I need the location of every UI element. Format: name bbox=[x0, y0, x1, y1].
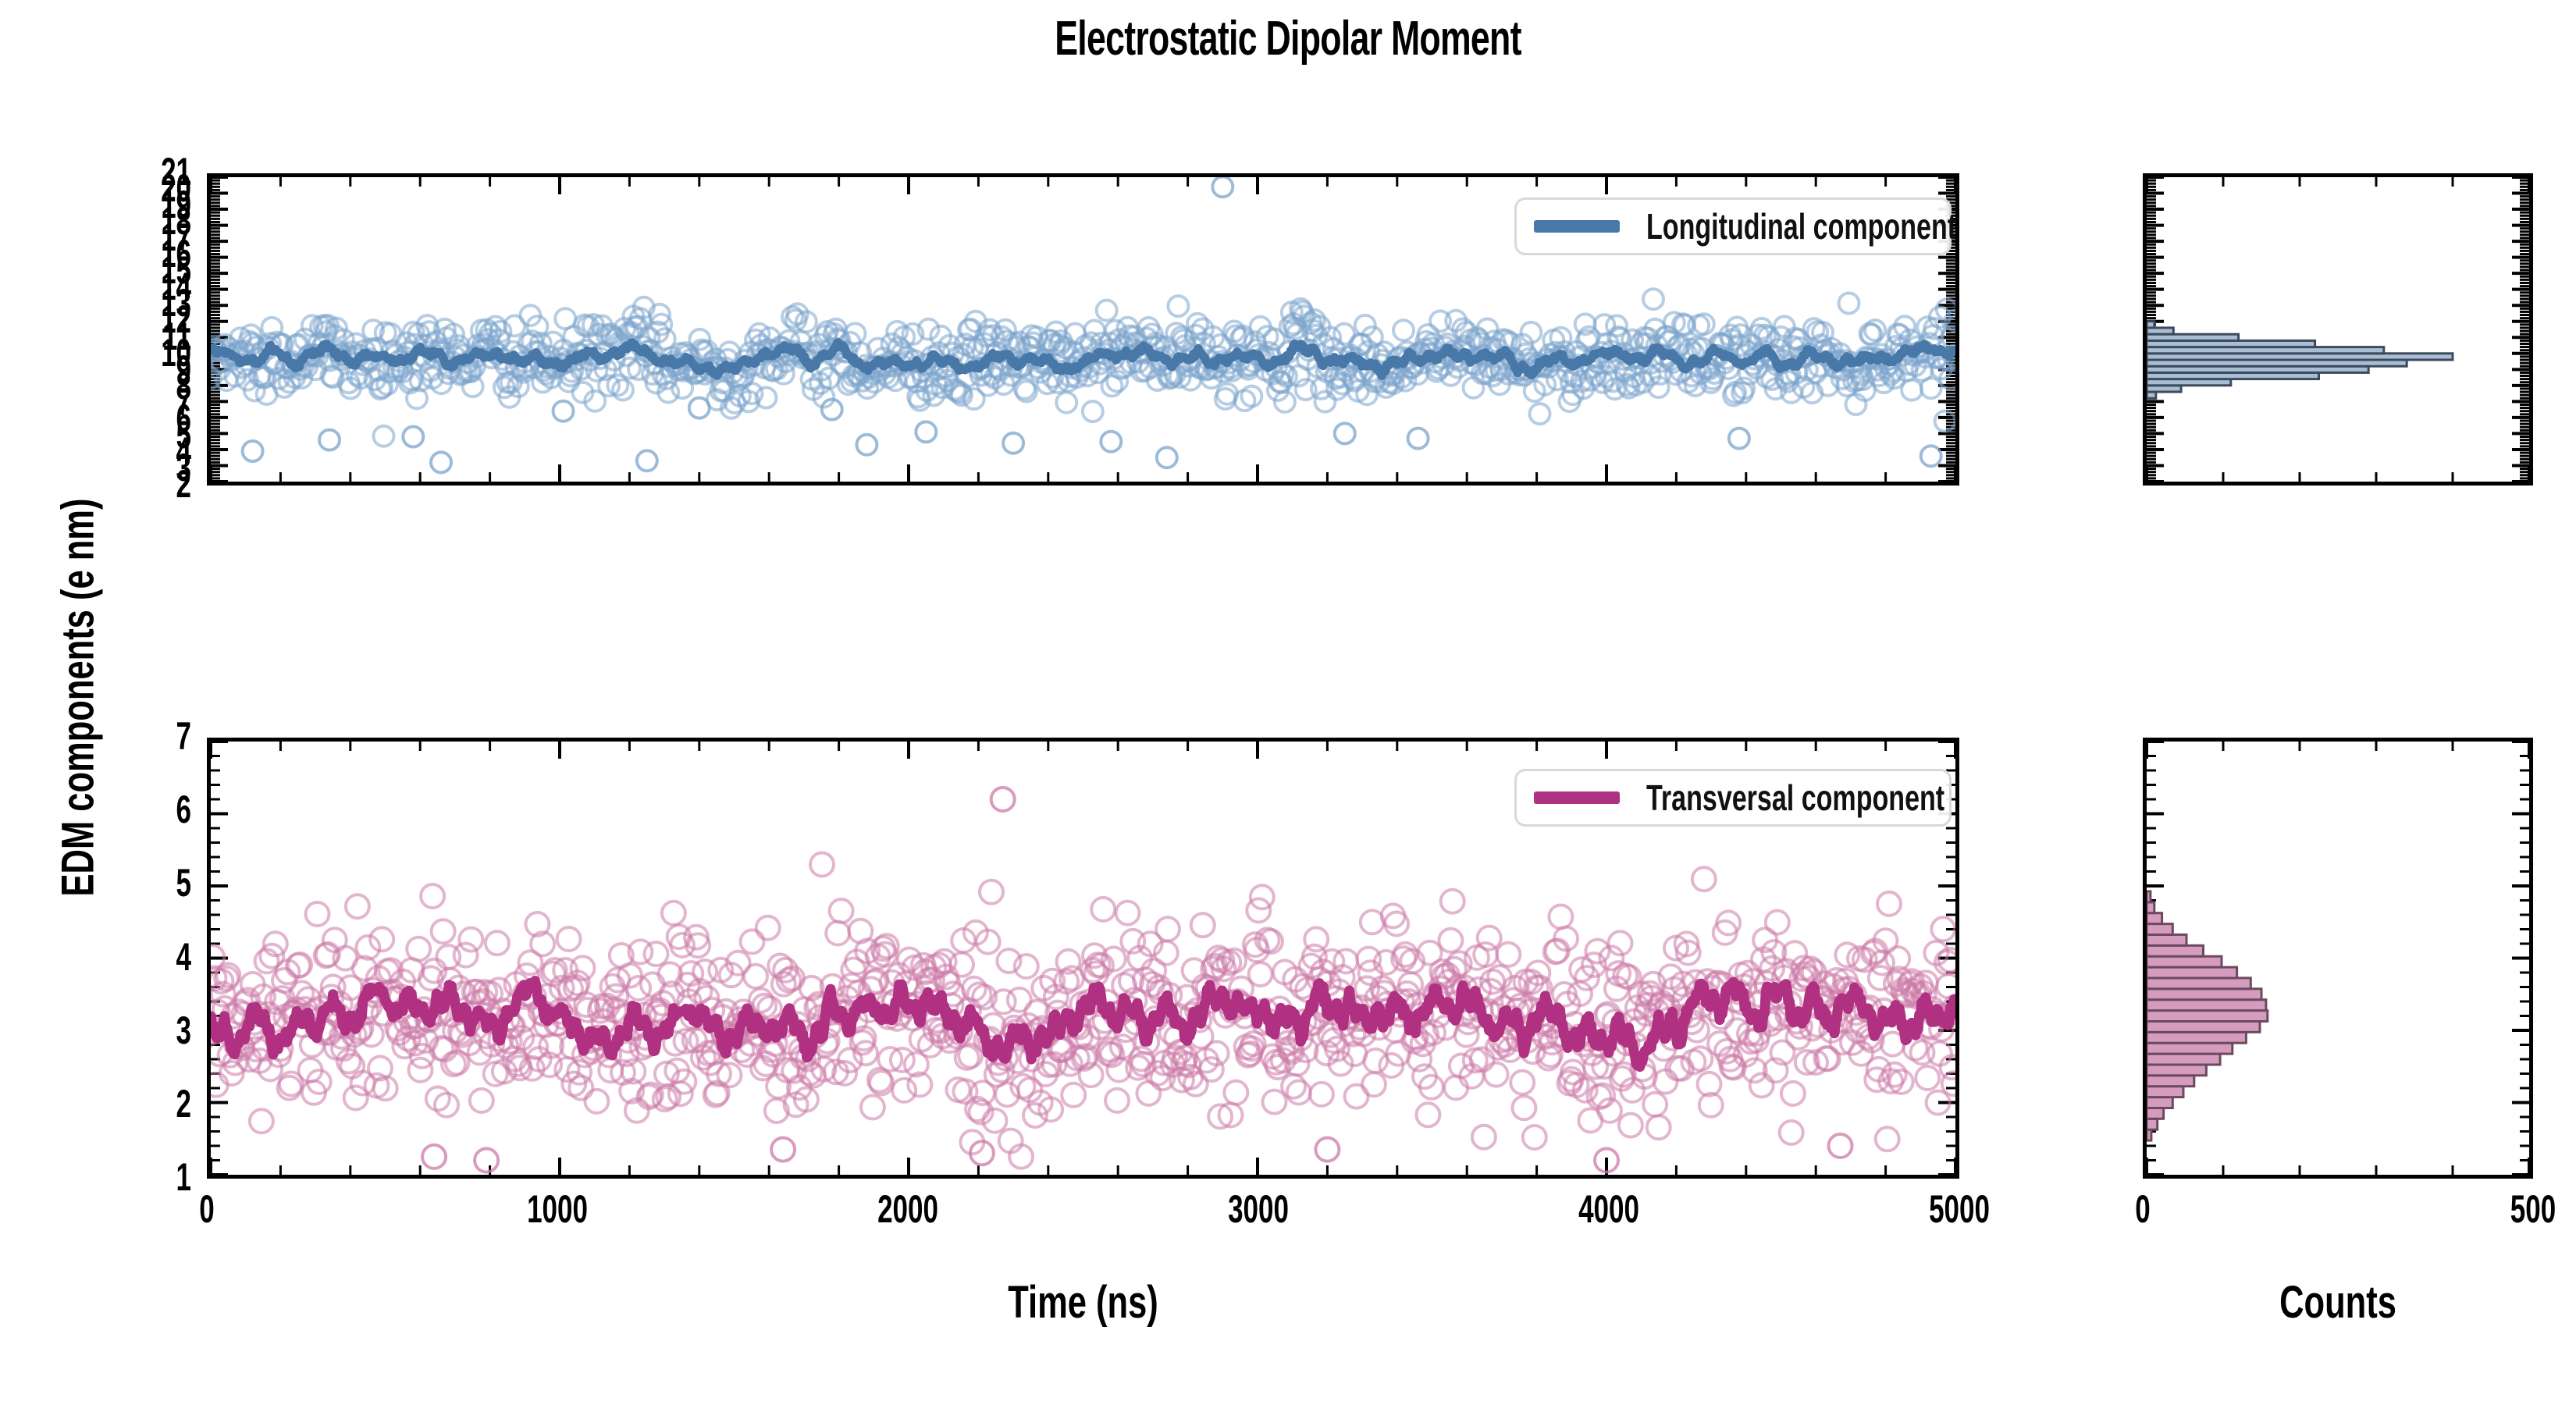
xtick-label-time: 5000 bbox=[1929, 1187, 1990, 1231]
legend-label-longitudinal: Longitudinal component bbox=[1646, 206, 1957, 247]
ytick-label-bottom: 2 bbox=[176, 1081, 191, 1126]
ytick-label-top: 17 bbox=[161, 215, 191, 260]
ytick-label-bottom: 1 bbox=[176, 1155, 191, 1199]
xtick-label-counts: 0 bbox=[2135, 1187, 2151, 1231]
ytick-label-top: 16 bbox=[161, 232, 191, 276]
ytick-label-top: 5 bbox=[176, 412, 191, 457]
xtick-label-time: 1000 bbox=[527, 1187, 588, 1231]
ytick-label-top: 15 bbox=[161, 248, 191, 293]
x-axis-label-counts: Counts bbox=[2279, 1277, 2396, 1328]
ytick-label-bottom: 7 bbox=[176, 714, 191, 758]
figure-title: Electrostatic Dipolar Moment bbox=[1055, 12, 1521, 66]
legend-label-transversal: Transversal component bbox=[1646, 777, 1945, 818]
legend-longitudinal[interactable]: Longitudinal component bbox=[1514, 197, 1956, 255]
ytick-label-bottom: 4 bbox=[176, 934, 191, 979]
ytick-label-top: 9 bbox=[176, 347, 191, 391]
ytick-label-top: 21 bbox=[161, 150, 191, 194]
ytick-label-top: 2 bbox=[176, 462, 191, 506]
y-axis-label: EDM components (e nm) bbox=[52, 498, 104, 897]
transversal-histogram-panel bbox=[2143, 738, 2533, 1179]
x-axis-label-time: Time (ns) bbox=[1008, 1277, 1158, 1328]
ytick-label-top: 13 bbox=[161, 281, 191, 325]
ytick-label-top: 8 bbox=[176, 363, 191, 407]
ytick-label-top: 7 bbox=[176, 379, 191, 424]
ytick-label-top: 10 bbox=[161, 330, 191, 375]
ytick-label-top: 12 bbox=[161, 297, 191, 342]
longitudinal-plot-area bbox=[211, 177, 1955, 482]
ytick-label-top: 3 bbox=[176, 445, 191, 489]
ytick-label-top: 6 bbox=[176, 396, 191, 440]
transversal-histogram-area bbox=[2147, 742, 2529, 1175]
ytick-label-bottom: 6 bbox=[176, 788, 191, 832]
ytick-label-top: 4 bbox=[176, 429, 191, 473]
ytick-label-top: 14 bbox=[161, 265, 191, 309]
ytick-label-bottom: 5 bbox=[176, 861, 191, 905]
ytick-label-top: 19 bbox=[161, 183, 191, 227]
xtick-label-time: 4000 bbox=[1578, 1187, 1639, 1231]
longitudinal-histogram-panel bbox=[2143, 173, 2533, 486]
xtick-label-counts: 500 bbox=[2510, 1187, 2556, 1231]
ytick-label-bottom: 3 bbox=[176, 1008, 191, 1052]
legend-swatch-longitudinal bbox=[1534, 220, 1620, 233]
legend-transversal[interactable]: Transversal component bbox=[1514, 769, 1952, 827]
legend-swatch-transversal bbox=[1534, 791, 1620, 804]
ytick-label-top: 20 bbox=[161, 166, 191, 211]
ytick-label-top: 11 bbox=[162, 314, 191, 358]
xtick-label-time: 2000 bbox=[877, 1187, 938, 1231]
ytick-label-top: 18 bbox=[161, 199, 191, 244]
longitudinal-histogram-area bbox=[2147, 177, 2529, 482]
xtick-label-time: 0 bbox=[199, 1187, 215, 1231]
xtick-label-time: 3000 bbox=[1228, 1187, 1289, 1231]
